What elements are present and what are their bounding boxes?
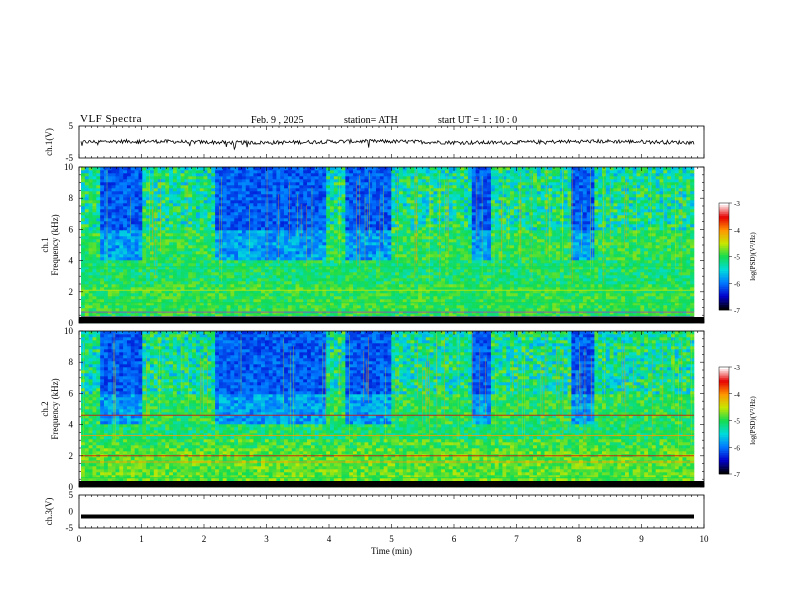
ch3-waveform-x-ticks [78,495,705,528]
ch1-spectrogram-y-tick-label: 0 [69,318,74,328]
ch2-spectrogram-colorbar-tick-label: -7 [734,471,740,479]
ch2-spectrogram-colorbar-tick-label: -4 [734,391,740,399]
ch2-spectrogram-colorbar-label: log(PSD)(V²/Hz) [749,396,757,445]
ch2-spectrogram-y-tick-label: 4 [69,420,74,430]
ch2-spectrogram-y-tick-label: 8 [69,357,74,367]
ch1-spectrogram-colorbar-tick-label: -3 [734,200,740,208]
ch2-spectrogram-heatmap [79,331,704,488]
x-axis-label: Time (min) [371,546,412,556]
ch1-spectrogram-y-tick-label: 4 [69,256,74,266]
ch3-waveform-frame [78,494,705,529]
ch1-spectrogram-heatmap [79,167,704,324]
ch1-spectrogram-colorbar-tick-label: -6 [734,280,740,288]
ch1-waveform-trace [80,138,695,151]
ch2-spectrogram-ylabel: Frequency (kHz) [50,378,60,439]
ch1-spectrogram-y-tick-label: 10 [64,162,74,172]
ch1-spectrogram-colorbar-tick-label: -4 [734,227,740,235]
ch1-spectrogram-ylabel: Frequency (kHz) [50,214,60,275]
ch1-spectrogram-y-tick-label: 8 [69,193,74,203]
x-tick-label: 10 [700,534,710,544]
ch1-waveform-y-tick-label: -5 [66,153,74,163]
ch1-waveform-ylabel: ch.1(V) [44,128,54,156]
ch2-spectrogram-y-tick-label: 6 [69,388,74,398]
ch3-waveform-y-tick-label: 5 [69,490,74,500]
ch2-spectrogram-ylabel-channel: ch.2 [40,401,50,416]
ch2-spectrogram-colorbar-tick-label: -5 [734,418,740,426]
plot-start-time: start UT = 1 : 10 : 0 [438,115,518,126]
x-tick-label: 3 [264,534,269,544]
ch1-spectrogram-y-tick-label: 6 [69,224,74,234]
ch1-spectrogram-colorbar-tick-label: -5 [734,254,740,262]
plot-station: station= ATH [344,115,398,126]
ch1-waveform-x-ticks [78,126,705,158]
ch2-spectrogram-y-tick-label: 2 [69,451,74,461]
x-tick-label: 5 [389,534,394,544]
ch1-spectrogram-colorbar-label: log(PSD)(V²/Hz) [749,232,757,281]
plot-date: Feb. 9 , 2025 [251,115,304,126]
ch2-spectrogram-colorbar: -3 -4 -5 -6 -7 log(PSD)(V²/Hz) [718,364,757,479]
ch2-spectrogram-colorbar-tick-label: -3 [734,364,740,372]
ch3-waveform-y-tick-label: -5 [66,523,74,533]
ch1-spectrogram-colorbar: -3 -4 -5 -6 -7 log(PSD)(V²/Hz) [718,200,757,315]
ch2-spectrogram-x-ticks [78,331,705,487]
plot-title: VLF Spectra [80,113,143,125]
ch1-spectrogram-ylabel-channel: ch.1 [40,237,50,252]
x-tick-label: 1 [139,534,144,544]
ch2-spectrogram-y-tick-label: 0 [69,482,74,492]
ch1-spectrogram-y-ticks: 0 2 4 6 8 10 [64,162,704,328]
x-tick-label: 6 [452,534,457,544]
x-tick-label: 4 [327,534,332,544]
ch3-waveform-ylabel: ch.3(V) [44,498,54,526]
x-tick-label: 2 [202,534,207,544]
ch1-spectrogram-colorbar-tick-label: -7 [734,307,740,315]
ch2-spectrogram-y-ticks: 0 2 4 6 8 10 [64,326,704,492]
ch2-spectrogram-y-tick-label: 10 [64,326,74,336]
ch3-waveform-y-tick-label: 0 [69,507,74,517]
x-tick-label: 9 [639,534,644,544]
ch1-spectrogram-y-tick-label: 2 [69,287,74,297]
ch2-spectrogram-colorbar-tick-label: -6 [734,444,740,452]
x-tick-label: 8 [577,534,582,544]
x-tick-label: 7 [514,534,519,544]
ch1-waveform-y-tick-label: 5 [69,121,74,131]
ch1-spectrogram-x-ticks [78,167,705,323]
x-tick-label: 0 [77,534,82,544]
